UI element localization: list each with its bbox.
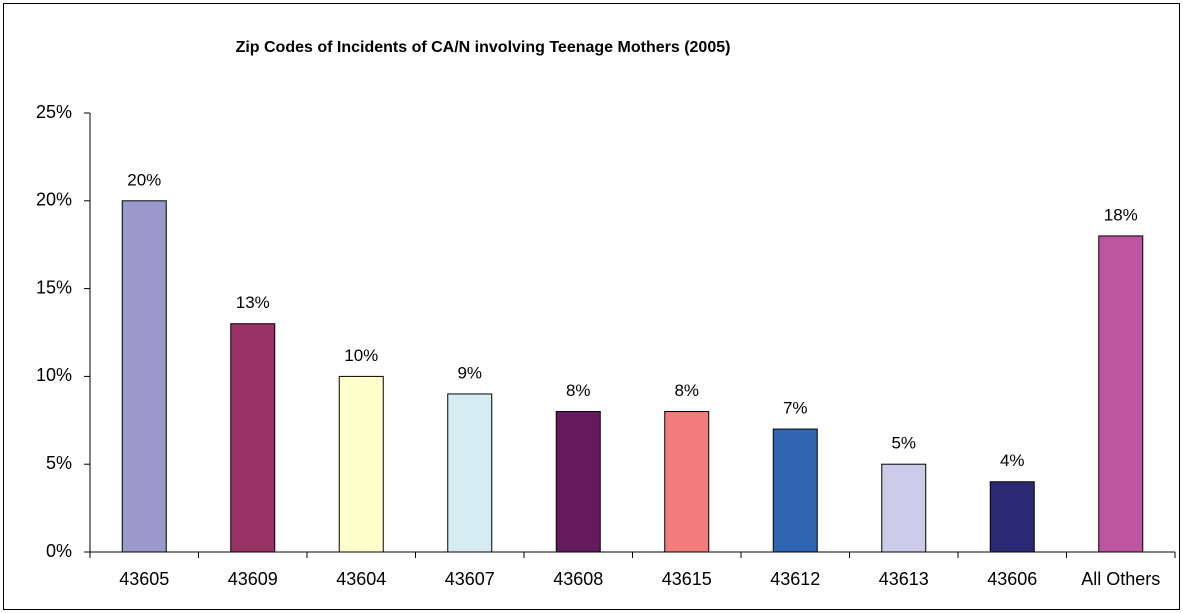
x-tick-label: 43604 bbox=[336, 569, 386, 589]
value-label: 9% bbox=[457, 363, 482, 382]
x-tick-label: 43613 bbox=[879, 569, 929, 589]
value-label: 13% bbox=[236, 293, 270, 312]
x-tick-label: 43607 bbox=[445, 569, 495, 589]
value-label: 7% bbox=[783, 399, 808, 418]
bar bbox=[664, 411, 710, 553]
bar bbox=[230, 323, 276, 553]
x-tick-label: All Others bbox=[1081, 569, 1160, 589]
value-label: 8% bbox=[566, 381, 591, 400]
bar bbox=[447, 393, 493, 553]
value-label: 5% bbox=[891, 434, 916, 453]
bar bbox=[881, 463, 927, 553]
y-tick-label: 20% bbox=[36, 190, 72, 210]
x-tick-label: 43608 bbox=[553, 569, 603, 589]
x-tick-label: 43605 bbox=[119, 569, 169, 589]
bar bbox=[338, 375, 384, 553]
bar bbox=[772, 428, 818, 553]
y-tick-label: 0% bbox=[46, 541, 72, 561]
x-tick-label: 43609 bbox=[228, 569, 278, 589]
chart-title: Zip Codes of Incidents of CA/N involving… bbox=[236, 39, 731, 56]
y-tick-label: 5% bbox=[46, 453, 72, 473]
bar bbox=[1098, 235, 1144, 553]
bar bbox=[121, 200, 167, 553]
x-tick-label: 43606 bbox=[987, 569, 1037, 589]
x-tick-label: 43612 bbox=[770, 569, 820, 589]
value-label: 10% bbox=[344, 346, 378, 365]
y-tick-label: 15% bbox=[36, 277, 72, 297]
bar bbox=[555, 411, 601, 553]
value-label: 8% bbox=[674, 381, 699, 400]
bar bbox=[989, 481, 1035, 553]
x-tick-label: 43615 bbox=[662, 569, 712, 589]
value-label: 20% bbox=[127, 170, 161, 189]
value-label: 18% bbox=[1104, 205, 1138, 224]
value-label: 4% bbox=[1000, 451, 1025, 470]
y-tick-label: 10% bbox=[36, 365, 72, 385]
y-tick-label: 25% bbox=[36, 102, 72, 122]
